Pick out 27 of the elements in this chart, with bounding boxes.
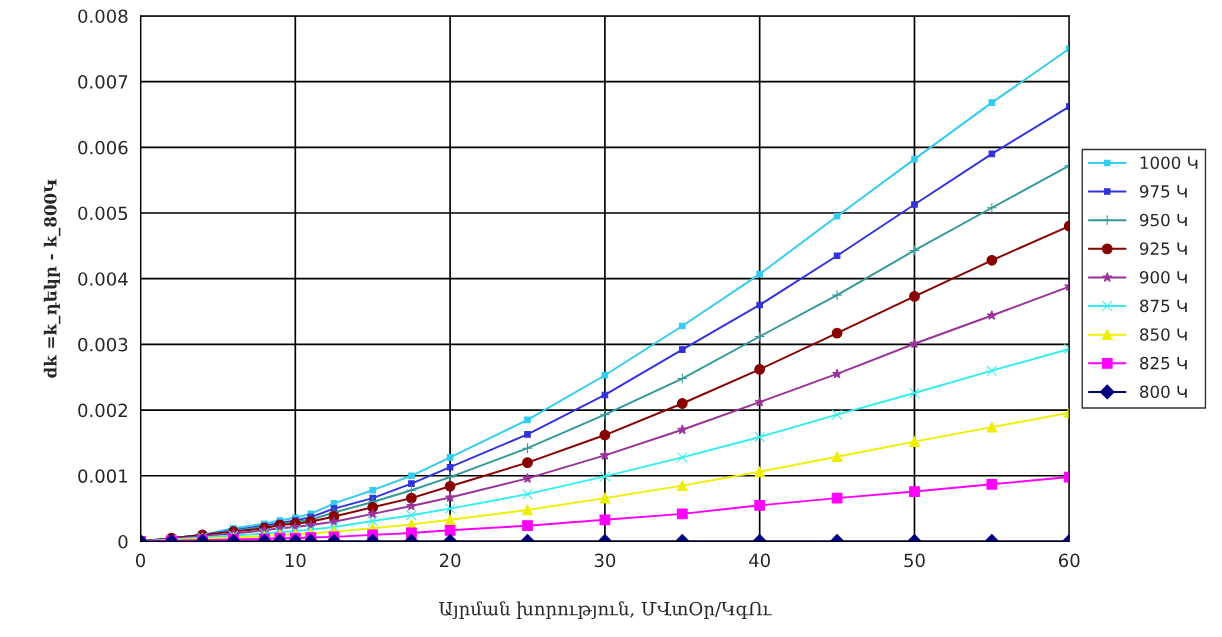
y-tick-label: 0.004	[78, 272, 128, 286]
y-tick-label: 0.003	[78, 337, 128, 352]
x-tick-label: 10	[285, 553, 306, 568]
x-tick-label: 40	[749, 553, 770, 568]
legend-label: 925 Կ	[1139, 242, 1187, 255]
legend-label: 900 Կ	[1139, 270, 1187, 284]
x-tick-label: 0	[135, 553, 146, 568]
legend-label: 850 Կ	[1140, 328, 1187, 341]
legend-label: 800 Կ	[1140, 385, 1187, 399]
x-tick-label: 60	[1059, 553, 1080, 568]
legend-label: 975 Կ	[1139, 185, 1187, 198]
x-tick-label: 50	[904, 553, 925, 568]
x-tick-label: 20	[439, 553, 461, 568]
legend-label: 1000 Կ	[1140, 156, 1198, 169]
y-tick-label: 0	[118, 534, 128, 549]
legend-label: 950 Կ	[1139, 213, 1187, 227]
y-tick-label: 0.002	[78, 403, 127, 418]
legend-label: 825 Կ	[1140, 356, 1187, 370]
y-tick-label: 0.008	[78, 9, 128, 24]
y-tick-label: 0.005	[78, 206, 128, 221]
x-tick-label: 30	[594, 553, 616, 568]
y-tick-label: 0.007	[78, 75, 128, 89]
y-tick-label: 0.001	[78, 469, 128, 483]
x-axis-title: Այրման խորություն, ՄՎտՕր/ԿգՈւ	[439, 601, 772, 619]
y-axis-title: dk =k_դեկր - k_800Կ	[43, 179, 61, 378]
legend-label: 875 Կ	[1140, 299, 1187, 313]
y-tick-label: 0.006	[78, 140, 128, 155]
